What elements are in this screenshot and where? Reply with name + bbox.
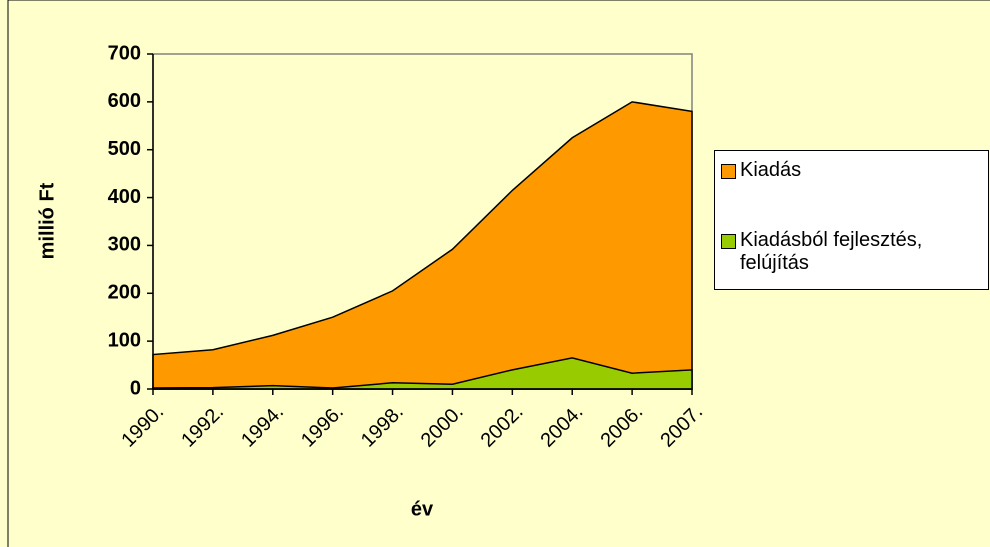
legend-item: Kiadás	[721, 159, 986, 182]
area	[152, 357, 693, 390]
y-tick-label: 0	[130, 377, 141, 399]
legend-swatch	[721, 164, 736, 179]
y-tick-label: 100	[108, 329, 141, 351]
y-tick-label: 600	[108, 90, 141, 112]
frame-border	[7, 0, 990, 547]
legend: Kiadás Kiadásból fejlesztés, felújítás	[714, 150, 989, 290]
x-tick-label: 2004.	[537, 401, 588, 452]
area	[152, 101, 693, 390]
y-tick-label: 300	[108, 234, 141, 256]
x-tick-label: 1996.	[297, 401, 348, 452]
legend-item: Kiadásból fejlesztés, felújítás	[721, 229, 986, 275]
y-axis-title: millió Ft	[36, 182, 58, 259]
x-tick-label: 2006.	[596, 401, 647, 452]
x-tick-label: 1998.	[357, 401, 408, 452]
x-tick-label: 2000.	[417, 401, 468, 452]
x-tick-label: 1990.	[117, 401, 168, 452]
legend-swatch	[721, 234, 736, 249]
legend-label: Kiadás	[740, 159, 802, 181]
y-tick-label: 500	[108, 138, 141, 160]
x-tick-label: 2007.	[656, 401, 707, 452]
x-tick-label: 1994.	[237, 401, 288, 452]
x-tick-label: 2002.	[477, 401, 528, 452]
legend-label: Kiadásból fejlesztés, felújítás	[740, 229, 923, 274]
x-axis-title: év	[411, 498, 434, 520]
y-tick-label: 200	[108, 282, 141, 304]
y-tick-label: 400	[108, 186, 141, 208]
x-tick-label: 1992.	[177, 401, 228, 452]
y-tick-label: 700	[108, 42, 141, 64]
